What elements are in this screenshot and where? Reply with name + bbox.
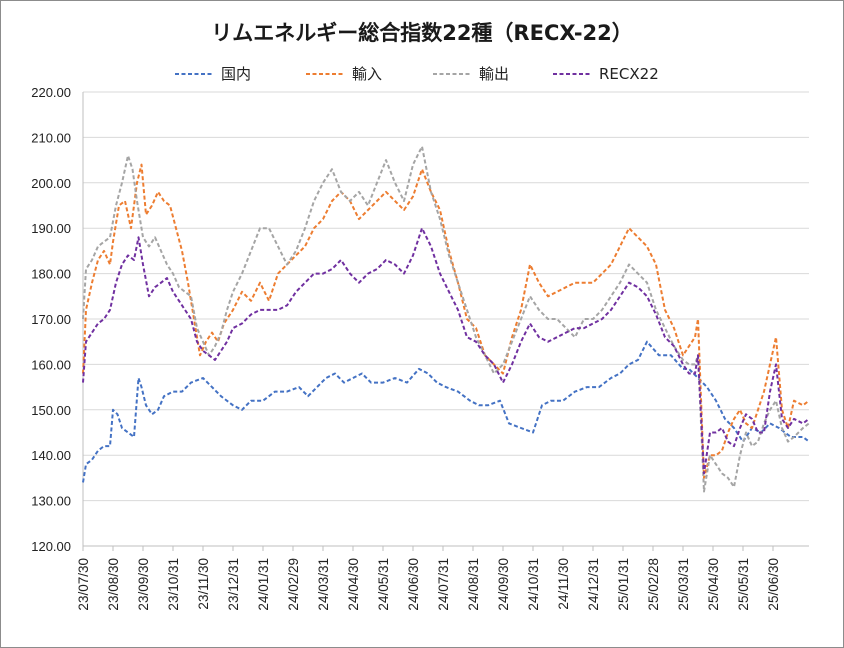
x-tick-label: 25/02/28 [646, 558, 661, 611]
x-tick-label: 24/09/30 [496, 558, 511, 611]
legend-label-3: 輸出 [479, 65, 509, 83]
chart-title: リムエネルギー総合指数22種（RECX-22） [211, 21, 633, 45]
x-tick-label: 23/11/30 [196, 558, 211, 610]
legend: 国内 輸入 輸出 RECX22 [175, 65, 659, 83]
x-tick-label: 24/11/30 [556, 558, 571, 610]
x-tick-label: 24/03/31 [316, 558, 331, 611]
x-tick-label: 24/02/29 [286, 558, 301, 611]
x-tick-label: 24/05/31 [376, 558, 391, 611]
series-line-4 [82, 227, 810, 475]
y-tick-label: 140.00 [31, 448, 71, 463]
legend-label-4: RECX22 [599, 65, 659, 83]
x-tick-label: 24/01/31 [256, 558, 271, 611]
y-tick-label: 160.00 [31, 357, 71, 372]
y-tick-label: 150.00 [31, 403, 71, 418]
y-tick-label: 120.00 [31, 539, 71, 554]
x-axis-ticks: 23/07/30 23/08/30 23/09/30 23/10/31 23/11/30… [76, 546, 781, 611]
y-tick-label: 190.00 [31, 221, 71, 236]
x-tick-label: 24/12/31 [586, 558, 601, 611]
y-tick-label: 220.00 [31, 85, 71, 100]
x-tick-label: 23/08/30 [106, 558, 121, 611]
legend-label-2: 輸入 [352, 65, 382, 83]
x-tick-label: 23/07/30 [76, 558, 91, 611]
x-tick-label: 24/08/31 [466, 558, 481, 611]
x-tick-label: 24/07/31 [436, 558, 451, 611]
x-tick-label: 23/09/30 [136, 558, 151, 611]
y-tick-label: 180.00 [31, 267, 71, 282]
x-tick-label: 25/01/31 [616, 558, 631, 611]
y-axis-ticks: 120.00 130.00 140.00 150.00 160.00 170.00 180.… [31, 85, 71, 554]
series-layer [82, 145, 810, 493]
x-tick-label: 25/03/31 [676, 558, 691, 611]
y-tick-label: 200.00 [31, 176, 71, 191]
x-tick-label: 25/04/30 [706, 558, 721, 611]
y-tick-label: 210.00 [31, 130, 71, 145]
x-tick-label: 23/12/31 [226, 558, 241, 611]
x-tick-label: 24/06/30 [406, 558, 421, 611]
y-tick-label: 130.00 [31, 494, 71, 509]
x-tick-label: 23/10/31 [166, 558, 181, 611]
y-tick-label: 170.00 [31, 312, 71, 327]
legend-label-1: 国内 [221, 65, 251, 83]
x-tick-label: 24/10/31 [526, 558, 541, 611]
gridlines [83, 91, 809, 547]
series-line-3 [82, 145, 810, 493]
x-tick-label: 25/06/30 [766, 558, 781, 611]
x-tick-label: 25/05/31 [736, 558, 751, 611]
x-tick-label: 24/04/30 [346, 558, 361, 611]
